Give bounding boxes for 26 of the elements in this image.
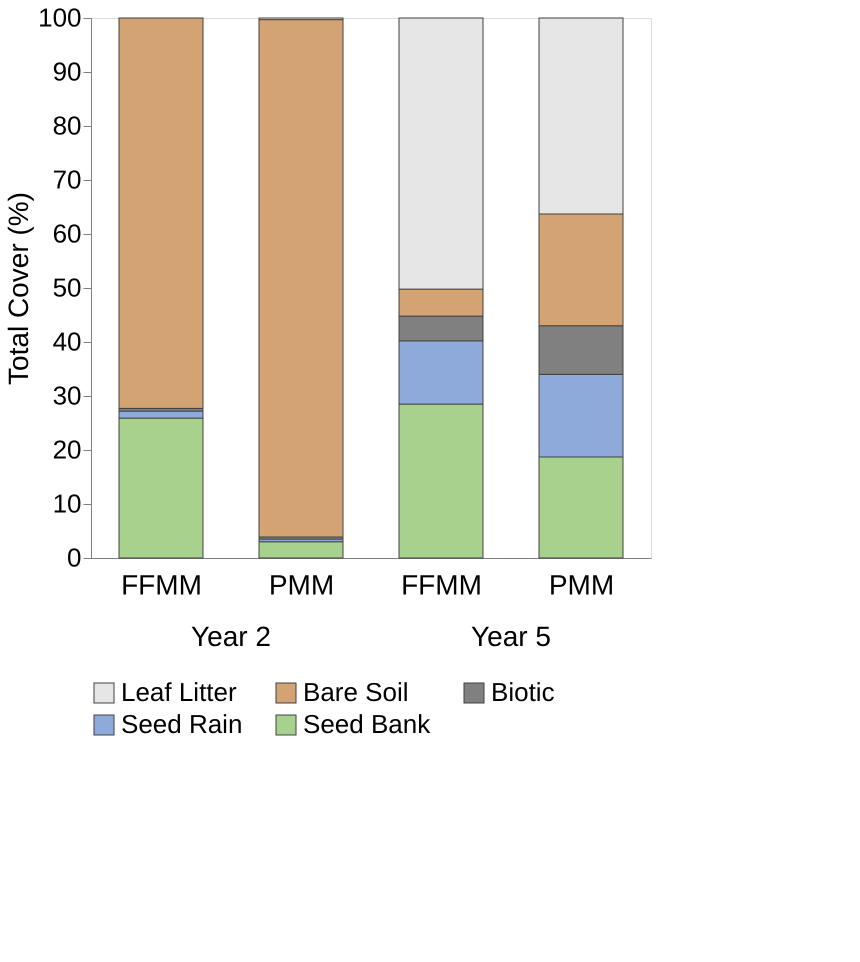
legend-label: Bare Soil [303, 677, 408, 707]
x-tick-label: PMM [548, 570, 614, 600]
x-tick-label: FFMM [401, 570, 482, 600]
y-tick-label: 80 [52, 110, 82, 140]
bar [118, 18, 204, 409]
y-tick-label: 50 [52, 272, 82, 302]
bar [258, 541, 344, 558]
y-tick-label: 20 [52, 434, 82, 464]
y-tick-label: 30 [52, 380, 82, 410]
y-tick-label: 100 [38, 2, 82, 32]
y-tick-label: 0 [67, 542, 82, 572]
x-tick-label: FFMM [121, 570, 202, 600]
y-tick-label: 60 [52, 218, 82, 248]
legend-label: Seed Bank [303, 709, 432, 739]
text: Year 5 [471, 621, 551, 652]
legend-label: Leaf Litter [121, 677, 237, 707]
legend-label: Biotic [491, 677, 555, 707]
x-tick-label: PMM [268, 570, 334, 600]
y-tick-label: 90 [52, 56, 82, 86]
y-tick-label: 40 [52, 326, 82, 356]
y-axis-title: Total Cover (%) [3, 192, 34, 385]
text: Year 2 [191, 621, 271, 652]
legend-label: Seed Rain [121, 709, 242, 739]
y-tick-label: 70 [52, 164, 82, 194]
bar [258, 19, 344, 538]
y-tick-label: 10 [52, 488, 82, 518]
